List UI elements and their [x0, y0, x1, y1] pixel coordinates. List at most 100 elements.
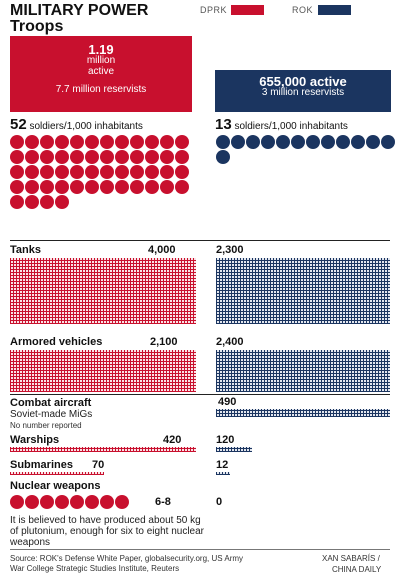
- subs-dprk-block: [10, 472, 104, 475]
- dprk-soldier-dot: [145, 135, 159, 149]
- category-warships: Warships: [10, 434, 60, 446]
- dprk-soldier-dot: [160, 150, 174, 164]
- dprk-active-number: 1.19: [88, 42, 114, 57]
- category-combat-aircraft: Combat aircraft: [10, 397, 92, 409]
- chart-title: MILITARY POWER: [10, 2, 149, 19]
- rok-density-dots: [216, 135, 400, 164]
- dprk-soldier-dot: [85, 150, 99, 164]
- dprk-soldier-dot: [10, 195, 24, 209]
- dprk-density-label: soldiers/1,000 inhabitants: [26, 121, 143, 132]
- dprk-nuclear-dot: [55, 495, 69, 509]
- credit-line-2: CHINA DAILY: [332, 565, 382, 574]
- dprk-soldier-dot: [175, 165, 189, 179]
- dprk-soldier-dot: [100, 165, 114, 179]
- dprk-soldier-dot: [115, 165, 129, 179]
- dprk-nuclear-dot: [70, 495, 84, 509]
- rok-density-label: soldiers/1,000 inhabitants: [231, 121, 348, 132]
- rok-soldier-dot: [336, 135, 350, 149]
- dprk-soldier-dot: [160, 165, 174, 179]
- dprk-soldier-dot: [55, 135, 69, 149]
- divider-aircraft: [10, 394, 390, 395]
- divider-tanks: [10, 240, 390, 241]
- aircraft-rok-value: 490: [218, 396, 237, 408]
- dprk-soldier-dot: [40, 135, 54, 149]
- dprk-soldier-dot: [130, 180, 144, 194]
- subs-rok-value: 12: [216, 459, 229, 471]
- dprk-soldier-dot: [10, 135, 24, 149]
- dprk-soldier-dot: [145, 165, 159, 179]
- legend-label-dprk: DPRK: [200, 5, 228, 15]
- category-armored-vehicles: Armored vehicles: [10, 336, 103, 348]
- category-submarines: Submarines: [10, 459, 73, 471]
- category-tanks: Tanks: [10, 244, 41, 256]
- dprk-soldier-dot: [10, 180, 24, 194]
- dprk-soldier-dot: [55, 195, 69, 209]
- tanks-rok-block: [216, 258, 390, 324]
- nuclear-dprk-value: 6-8: [155, 496, 171, 508]
- dprk-soldier-dot: [55, 165, 69, 179]
- dprk-soldier-dot: [55, 180, 69, 194]
- rok-soldier-dot: [216, 135, 230, 149]
- dprk-troops-box: 1.19 million active 7.7 million reservis…: [10, 36, 192, 112]
- rok-soldier-dot: [231, 135, 245, 149]
- aircraft-note: Soviet-made MiGs: [10, 409, 93, 420]
- dprk-soldier-dot: [115, 135, 129, 149]
- dprk-soldier-dot: [85, 165, 99, 179]
- dprk-soldier-dot: [115, 150, 129, 164]
- dprk-density-dots: [10, 135, 200, 209]
- dprk-soldier-dot: [100, 135, 114, 149]
- tanks-rok-value: 2,300: [216, 244, 244, 256]
- dprk-soldier-dot: [40, 165, 54, 179]
- dprk-soldier-dot: [115, 180, 129, 194]
- source-note: Source: ROK's Defense White Paper, globa…: [10, 554, 244, 573]
- warships-dprk-block: [10, 447, 196, 452]
- dprk-nuclear-dot: [40, 495, 54, 509]
- dprk-soldier-dot: [10, 150, 24, 164]
- dprk-soldier-dot: [85, 180, 99, 194]
- rok-soldier-dot: [306, 135, 320, 149]
- dprk-soldier-dot: [175, 180, 189, 194]
- aircraft-note-2: No number reported: [10, 421, 82, 430]
- dprk-soldier-dot: [25, 135, 39, 149]
- armored-dprk-value: 2,100: [150, 336, 178, 348]
- dprk-reservists: 7.7 million reservists: [55, 84, 147, 95]
- dprk-soldier-dot: [10, 165, 24, 179]
- category-nuclear-weapons: Nuclear weapons: [10, 480, 101, 492]
- dprk-soldier-dot: [175, 150, 189, 164]
- nuclear-rok-value: 0: [216, 496, 223, 508]
- legend-swatch-dprk: [231, 5, 264, 15]
- dprk-nuclear-dot: [25, 495, 39, 509]
- nuclear-dprk-dots: [10, 495, 170, 509]
- dprk-soldier-dot: [175, 135, 189, 149]
- legend-label-rok: ROK: [292, 5, 314, 15]
- warships-rok-value: 120: [216, 434, 235, 446]
- dprk-soldier-dot: [55, 150, 69, 164]
- dprk-density-value: 52: [10, 116, 27, 133]
- nuclear-note: It is believed to have produced about 50…: [10, 515, 205, 548]
- rok-soldier-dot: [276, 135, 290, 149]
- rok-active: 655,000 active: [259, 74, 347, 89]
- rok-soldier-dot: [366, 135, 380, 149]
- dprk-soldier-dot: [130, 135, 144, 149]
- armored-rok-value: 2,400: [216, 336, 244, 348]
- credit-line-1: XAN SABARÍS /: [322, 554, 380, 563]
- dprk-density-stat: 52 soldiers/1,000 inhabitants: [10, 116, 143, 133]
- rok-troops-box: 655,000 active 3 million reservists: [215, 70, 391, 112]
- dprk-soldier-dot: [145, 150, 159, 164]
- rok-soldier-dot: [216, 150, 230, 164]
- rok-soldier-dot: [321, 135, 335, 149]
- tanks-dprk-value: 4,000: [148, 244, 176, 256]
- dprk-soldier-dot: [160, 180, 174, 194]
- armored-rok-block: [216, 350, 390, 392]
- rok-soldier-dot: [261, 135, 275, 149]
- dprk-nuclear-dot: [10, 495, 24, 509]
- tanks-dprk-block: [10, 258, 196, 324]
- warships-rok-block: [216, 447, 252, 452]
- subs-dprk-value: 70: [92, 459, 105, 471]
- dprk-active-unit: million: [86, 55, 116, 66]
- dprk-soldier-dot: [70, 150, 84, 164]
- rok-soldier-dot: [381, 135, 395, 149]
- rok-soldier-dot: [246, 135, 260, 149]
- armored-dprk-block: [10, 350, 196, 392]
- subs-rok-block: [216, 472, 230, 475]
